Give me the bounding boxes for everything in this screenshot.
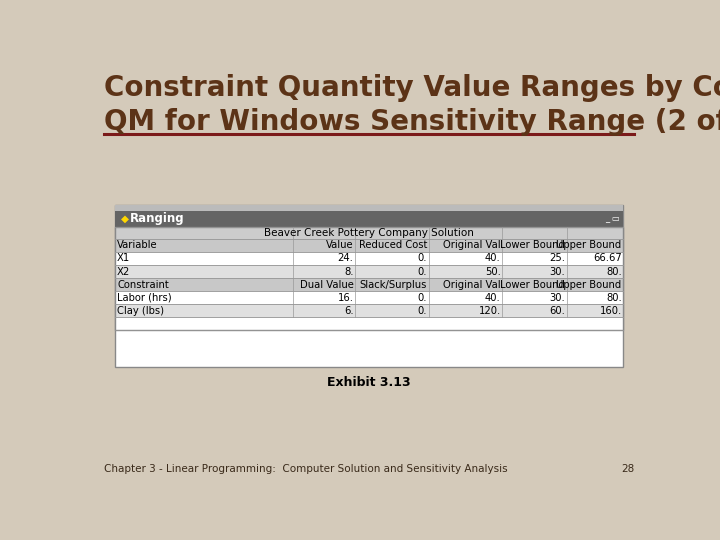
FancyBboxPatch shape xyxy=(114,304,624,318)
Text: 28: 28 xyxy=(621,464,634,475)
Text: Slack/Surplus: Slack/Surplus xyxy=(360,280,427,289)
Text: Original Val: Original Val xyxy=(443,240,500,251)
Text: Labor (hrs): Labor (hrs) xyxy=(117,293,172,303)
Text: Clay (lbs): Clay (lbs) xyxy=(117,306,164,316)
Text: 25.: 25. xyxy=(549,253,565,264)
Text: 40.: 40. xyxy=(485,253,500,264)
FancyBboxPatch shape xyxy=(114,205,624,367)
Text: 0.: 0. xyxy=(418,306,427,316)
Text: 16.: 16. xyxy=(338,293,354,303)
FancyBboxPatch shape xyxy=(114,252,624,265)
Text: 24.: 24. xyxy=(338,253,354,264)
Text: Upper Bound: Upper Bound xyxy=(557,240,621,251)
Text: Constraint Quantity Value Ranges by Computer
QM for Windows Sensitivity Range (2: Constraint Quantity Value Ranges by Comp… xyxy=(104,74,720,136)
Text: 0.: 0. xyxy=(418,253,427,264)
Text: 60.: 60. xyxy=(549,306,565,316)
Text: Beaver Creek Pottery Company Solution: Beaver Creek Pottery Company Solution xyxy=(264,228,474,238)
Text: 80.: 80. xyxy=(606,293,621,303)
Text: Dual Value: Dual Value xyxy=(300,280,354,289)
Text: Ranging: Ranging xyxy=(130,212,185,225)
Text: 160.: 160. xyxy=(599,306,621,316)
Text: 8.: 8. xyxy=(344,267,354,276)
Text: X2: X2 xyxy=(117,267,130,276)
Text: Constraint: Constraint xyxy=(117,280,169,289)
FancyBboxPatch shape xyxy=(114,278,624,291)
Text: ◆: ◆ xyxy=(121,214,129,224)
Text: Value: Value xyxy=(326,240,354,251)
Text: Lower Bound: Lower Bound xyxy=(500,240,565,251)
Text: Reduced Cost: Reduced Cost xyxy=(359,240,427,251)
FancyBboxPatch shape xyxy=(114,291,624,304)
Text: Original Val: Original Val xyxy=(443,280,500,289)
Text: 66.67: 66.67 xyxy=(593,253,621,264)
Text: Chapter 3 - Linear Programming:  Computer Solution and Sensitivity Analysis: Chapter 3 - Linear Programming: Computer… xyxy=(104,464,508,475)
Text: _ ▭: _ ▭ xyxy=(606,214,620,224)
Text: 6.: 6. xyxy=(344,306,354,316)
Text: X1: X1 xyxy=(117,253,130,264)
Text: 80.: 80. xyxy=(606,267,621,276)
FancyBboxPatch shape xyxy=(114,211,624,226)
FancyBboxPatch shape xyxy=(114,226,624,239)
Text: 40.: 40. xyxy=(485,293,500,303)
FancyBboxPatch shape xyxy=(114,205,624,211)
FancyBboxPatch shape xyxy=(114,318,624,330)
Text: Variable: Variable xyxy=(117,240,158,251)
Text: Lower Bound: Lower Bound xyxy=(500,280,565,289)
Text: Upper Bound: Upper Bound xyxy=(557,280,621,289)
Text: 120.: 120. xyxy=(479,306,500,316)
Text: 50.: 50. xyxy=(485,267,500,276)
FancyBboxPatch shape xyxy=(114,265,624,278)
Text: 30.: 30. xyxy=(549,267,565,276)
Text: 30.: 30. xyxy=(549,293,565,303)
FancyBboxPatch shape xyxy=(114,239,624,252)
Text: 0.: 0. xyxy=(418,267,427,276)
Text: 0.: 0. xyxy=(418,293,427,303)
Text: Exhibit 3.13: Exhibit 3.13 xyxy=(327,376,411,389)
